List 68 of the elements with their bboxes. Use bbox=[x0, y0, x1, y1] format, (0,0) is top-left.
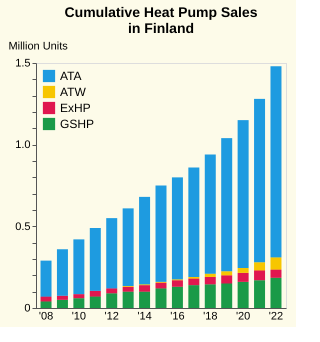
bar bbox=[172, 280, 183, 287]
bar bbox=[270, 270, 282, 278]
bar bbox=[172, 177, 183, 280]
bar bbox=[156, 288, 166, 308]
x-tick-label: '22 bbox=[268, 310, 284, 322]
bar bbox=[221, 138, 232, 272]
bar bbox=[90, 228, 101, 291]
bar bbox=[56, 300, 68, 308]
bar bbox=[106, 288, 118, 294]
x-tick-label: '16 bbox=[170, 310, 185, 322]
bar bbox=[90, 290, 101, 297]
bar bbox=[73, 239, 84, 294]
bar bbox=[238, 282, 249, 308]
bar bbox=[270, 257, 282, 270]
x-tick-label: '14 bbox=[137, 310, 152, 322]
bar bbox=[90, 296, 101, 308]
y-tick-label: 1.5 bbox=[15, 58, 30, 70]
bar bbox=[254, 262, 266, 270]
bar bbox=[254, 270, 266, 280]
bar bbox=[73, 294, 84, 298]
bar bbox=[238, 120, 249, 268]
bar bbox=[172, 286, 183, 308]
x-tick-label: '18 bbox=[203, 310, 218, 322]
bar bbox=[238, 268, 249, 273]
bar bbox=[188, 278, 200, 286]
x-tick-label: '12 bbox=[104, 310, 119, 322]
bar bbox=[188, 285, 200, 308]
bar bbox=[122, 292, 134, 308]
bar bbox=[270, 66, 282, 258]
legend-label: ATA bbox=[60, 69, 82, 83]
bar bbox=[139, 285, 150, 292]
bar bbox=[238, 272, 249, 282]
x-tick-label: '08 bbox=[38, 310, 54, 322]
bar bbox=[122, 286, 134, 292]
x-tick-label: '10 bbox=[72, 310, 86, 322]
bar bbox=[254, 280, 266, 308]
y-axis-title: Million Units bbox=[8, 40, 68, 52]
bar bbox=[73, 298, 84, 308]
legend-label: ATW bbox=[60, 85, 86, 99]
bar bbox=[106, 218, 118, 288]
bar bbox=[122, 208, 134, 286]
bar bbox=[40, 296, 52, 302]
x-tick-label: '20 bbox=[236, 310, 250, 322]
bar bbox=[56, 296, 68, 300]
bar bbox=[204, 154, 216, 274]
bar bbox=[204, 274, 216, 277]
bar bbox=[156, 186, 166, 282]
chart-title: Cumulative Heat Pump Sales in Finland bbox=[64, 4, 258, 36]
bar bbox=[221, 271, 232, 276]
bar bbox=[139, 196, 150, 284]
bar bbox=[270, 278, 282, 308]
bar bbox=[40, 301, 52, 308]
bar bbox=[56, 249, 68, 296]
bar bbox=[40, 260, 52, 297]
y-tick-label: 0.5 bbox=[15, 220, 30, 233]
bar bbox=[221, 284, 232, 308]
bar bbox=[156, 282, 166, 288]
y-tick-label: 0 bbox=[24, 302, 30, 314]
bar bbox=[204, 276, 216, 284]
bar bbox=[221, 275, 232, 284]
bar bbox=[188, 168, 200, 277]
bar bbox=[204, 284, 216, 308]
y-tick-label: 1.0 bbox=[15, 139, 30, 152]
bar bbox=[254, 98, 266, 262]
bar bbox=[106, 293, 118, 308]
legend-label: ExHP bbox=[60, 101, 91, 115]
bar bbox=[139, 292, 150, 308]
legend-label: GSHP bbox=[60, 117, 94, 131]
